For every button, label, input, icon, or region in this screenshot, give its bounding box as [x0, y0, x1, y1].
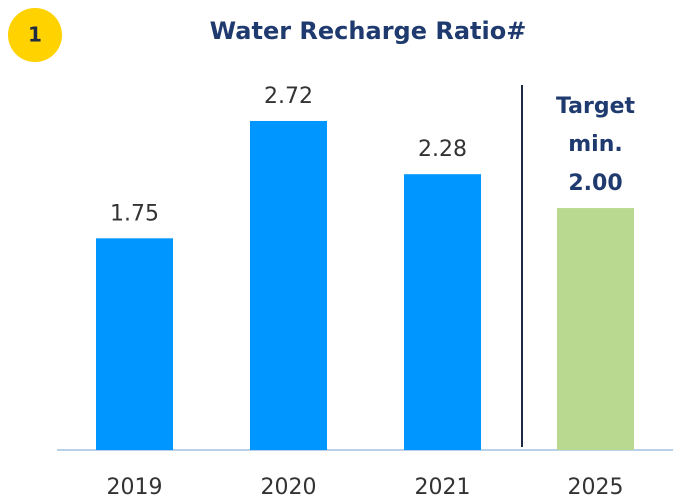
bar — [250, 120, 327, 450]
chart-title: Water Recharge Ratio# — [210, 17, 527, 45]
bar — [557, 208, 634, 450]
x-tick-label: 2021 — [415, 475, 471, 496]
x-tick-label: 2020 — [261, 475, 317, 496]
bar — [96, 238, 173, 450]
annotation: Target — [556, 94, 636, 119]
bar — [404, 174, 481, 450]
value-label: 2.72 — [264, 84, 313, 109]
badge-circle — [8, 8, 62, 62]
value-label: 1.75 — [110, 201, 159, 226]
value-label: 2.00 — [568, 171, 622, 196]
badge: 1 — [28, 23, 42, 47]
x-tick-label: 2019 — [107, 475, 163, 496]
annotation: min. — [568, 132, 622, 157]
x-tick-label: 2025 — [568, 475, 624, 496]
value-label: 2.28 — [418, 137, 467, 162]
